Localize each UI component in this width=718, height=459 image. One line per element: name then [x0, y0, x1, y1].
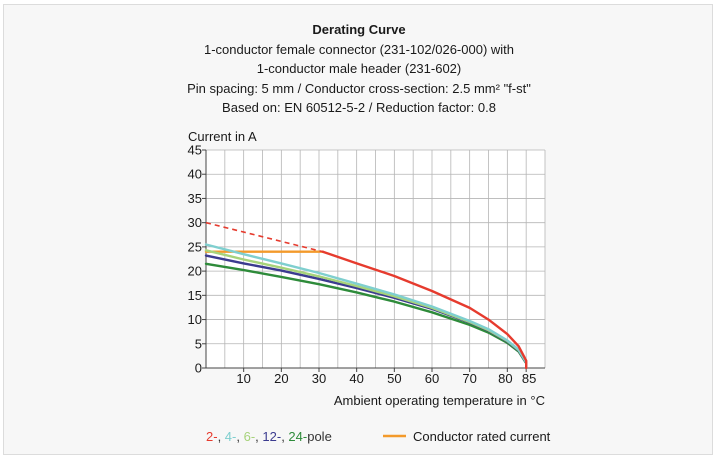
legend-pole-part: , [218, 429, 225, 444]
x-tick-label: 40 [349, 371, 363, 386]
x-axis-label: Ambient operating temperature in °C [334, 393, 545, 408]
legend-pole-part: 4- [225, 429, 237, 444]
legend-pole-part: , [255, 429, 262, 444]
x-tick-label: 10 [236, 371, 250, 386]
chart-ticks: 0 5 10 15 20 25 30 35 40 45 10 20 30 40 50 60 70 80 85 [188, 143, 537, 387]
x-tick-label: 70 [462, 371, 476, 386]
y-axis-label: Current in A [188, 129, 257, 144]
legend: 2-, 4-, 6-, 12-, 24-pole Conductor rated … [206, 429, 551, 444]
subtitle-line-3: Pin spacing: 5 mm / Conductor cross-sect… [187, 80, 531, 96]
series-line-dashed [205, 221, 323, 253]
y-tick-label: 10 [188, 312, 202, 327]
subtitle-line-4: Based on: EN 60512-5-2 / Reduction facto… [222, 100, 496, 115]
legend-pole-part: pole [307, 429, 332, 444]
x-tick-label: 20 [274, 371, 288, 386]
y-tick-label: 40 [188, 167, 202, 182]
legend-pole-part: , [281, 429, 288, 444]
legend-pole-part: 24- [288, 429, 307, 444]
y-tick-label: 5 [195, 336, 202, 351]
legend-poles: 2-, 4-, 6-, 12-, 24-pole [206, 429, 332, 444]
legend-rated-label: Conductor rated current [413, 429, 551, 444]
y-tick-label: 45 [188, 143, 202, 158]
x-tick-label: 85 [522, 371, 536, 386]
y-tick-label: 15 [188, 288, 202, 303]
legend-pole-part: , [236, 429, 243, 444]
x-tick-label: 60 [425, 371, 439, 386]
x-tick-label: 30 [312, 371, 326, 386]
y-tick-label: 35 [188, 191, 202, 206]
y-tick-label: 25 [188, 239, 202, 254]
series-line [204, 243, 528, 370]
y-tick-label: 20 [188, 264, 202, 279]
series-line [321, 250, 528, 370]
subtitle-line-2: 1-conductor male header (231-602) [256, 61, 462, 76]
y-tick-label: 30 [188, 215, 202, 230]
x-tick-label: 50 [387, 371, 401, 386]
chart-header: Derating Curve 1-conductor female connec… [0, 20, 718, 118]
chart-title: Derating Curve [312, 22, 406, 37]
legend-pole-part: 12- [262, 429, 281, 444]
subtitle-line-1: 1-conductor female connector (231-102/02… [203, 41, 514, 57]
legend-pole-part: 6- [244, 429, 256, 444]
x-tick-label: 80 [498, 371, 512, 386]
chart-lines [204, 221, 528, 370]
y-tick-label: 0 [195, 361, 202, 376]
legend-pole-part: 2- [206, 429, 218, 444]
